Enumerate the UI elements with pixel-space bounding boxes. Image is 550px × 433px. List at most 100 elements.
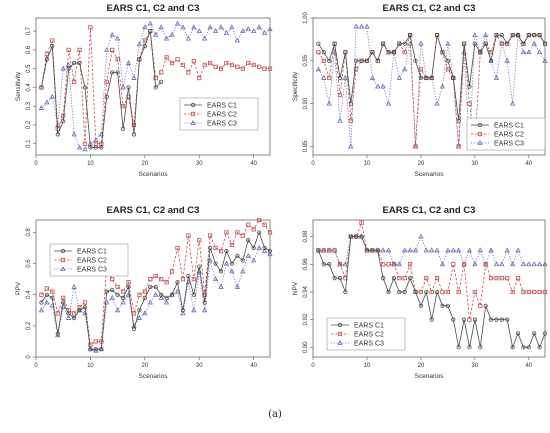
data-point <box>251 245 256 251</box>
legend: EARS C1 EARS C2 EARS C3 <box>326 317 406 351</box>
data-point <box>191 24 197 30</box>
x-tick-label: 0 <box>34 161 38 167</box>
data-point <box>93 145 98 150</box>
legend-marker <box>337 331 343 337</box>
legend-label: EARS C1 <box>494 122 524 129</box>
data-point <box>153 273 158 279</box>
data-point <box>408 276 413 281</box>
data-point <box>509 100 516 106</box>
legend: EARS C1 EARS C2 EARS C3 <box>49 243 129 277</box>
x-axis-label: Scenarios <box>139 373 169 380</box>
series-ears-c1 <box>316 33 548 123</box>
data-point <box>163 35 170 41</box>
y-axis-label: PPV <box>15 281 22 295</box>
data-point <box>499 317 504 322</box>
data-point <box>509 261 516 267</box>
data-point <box>440 289 445 295</box>
data-point <box>316 41 321 46</box>
data-point <box>191 277 196 282</box>
data-point <box>115 57 120 62</box>
data-point <box>397 289 402 295</box>
data-point <box>261 248 268 254</box>
data-point <box>461 262 467 267</box>
data-point <box>218 66 224 71</box>
data-point <box>488 58 494 63</box>
x-tick-label: 10 <box>87 363 94 369</box>
data-point <box>461 41 467 46</box>
legend-marker <box>337 339 343 345</box>
data-point <box>542 289 548 295</box>
data-point <box>191 307 197 313</box>
data-point <box>44 99 50 105</box>
data-point <box>451 317 456 322</box>
data-point <box>131 122 137 128</box>
data-point <box>229 268 235 274</box>
data-point <box>109 31 115 37</box>
data-point <box>505 41 510 46</box>
y-axis-label: Sensitivity <box>15 71 22 101</box>
data-point <box>137 308 142 313</box>
data-point <box>407 40 413 46</box>
y-axis-label: NPV <box>292 281 299 295</box>
data-point <box>381 262 386 267</box>
legend-label: EARS C2 <box>77 257 107 264</box>
data-point <box>316 50 321 55</box>
data-point <box>542 57 548 63</box>
data-point <box>131 75 137 80</box>
data-point <box>82 141 88 146</box>
data-point <box>261 29 268 35</box>
data-point <box>246 222 251 227</box>
data-point <box>240 258 245 263</box>
data-point <box>82 85 88 90</box>
data-point <box>229 242 235 248</box>
data-point <box>451 262 456 267</box>
data-point <box>407 247 413 253</box>
x-tick-label: 20 <box>141 363 148 369</box>
legend: EARS C1 EARS C2 EARS C3 <box>179 97 259 131</box>
y-tick-label: 0.85 <box>303 140 309 152</box>
data-point <box>175 280 180 285</box>
data-point <box>380 247 386 253</box>
data-point <box>537 33 542 38</box>
data-point <box>77 308 82 313</box>
chart-panel-1: EARS C1, C2 and C3 0 10 20 30 40 0.1 0.2 0.3 0.4 0… <box>15 3 273 178</box>
data-point <box>397 276 402 281</box>
data-point <box>434 247 440 253</box>
data-point <box>456 247 462 253</box>
data-point <box>342 74 349 80</box>
data-point <box>472 32 478 38</box>
data-point <box>229 261 235 266</box>
data-point <box>531 261 537 267</box>
x-tick-label: 10 <box>364 363 371 369</box>
data-point <box>381 41 386 46</box>
data-point <box>126 280 131 285</box>
data-point <box>531 40 537 46</box>
data-point <box>499 276 504 281</box>
data-point <box>120 299 126 305</box>
data-point <box>147 20 153 26</box>
legend-marker <box>60 265 66 271</box>
data-point <box>180 62 186 68</box>
data-point <box>354 67 359 72</box>
chart-panel-3: EARS C1, C2 and C3 0 10 20 30 40 0 0.2 0.4 0.6 0.8… <box>15 205 273 380</box>
data-point <box>408 33 413 38</box>
plot-frame <box>312 219 546 358</box>
plot-frame <box>35 219 271 358</box>
data-point <box>82 300 88 305</box>
data-point <box>180 24 186 30</box>
data-point <box>321 50 326 55</box>
data-point <box>380 83 386 89</box>
data-point <box>246 238 251 243</box>
series-line <box>41 23 271 150</box>
data-point <box>196 28 202 34</box>
data-point <box>526 33 531 38</box>
data-point <box>267 230 273 235</box>
data-point <box>413 289 418 295</box>
data-point <box>212 276 219 282</box>
data-point <box>191 292 196 297</box>
data-point <box>153 284 158 290</box>
data-point <box>110 70 115 75</box>
data-point <box>153 31 159 37</box>
data-point <box>174 20 181 26</box>
